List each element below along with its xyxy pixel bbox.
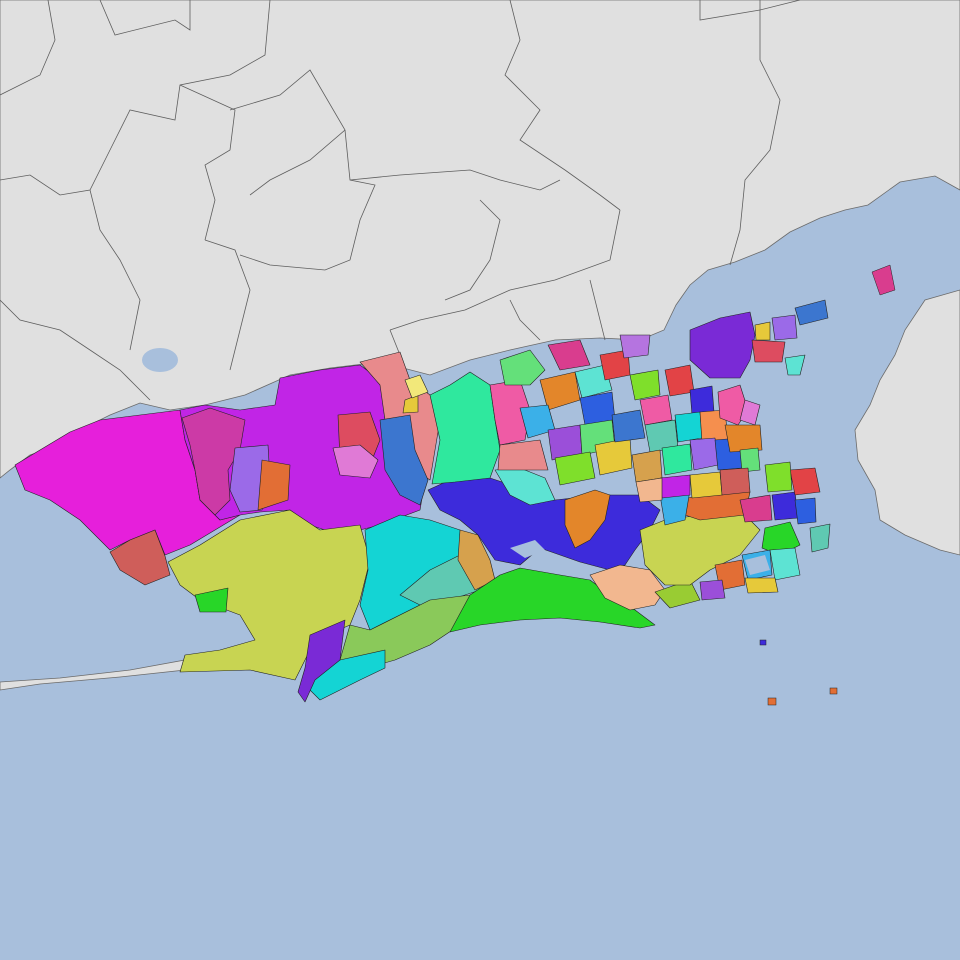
district[interactable] xyxy=(639,394,673,426)
east-mainland xyxy=(854,289,960,556)
district[interactable] xyxy=(794,299,829,326)
municipal-borders xyxy=(0,0,801,401)
district[interactable] xyxy=(359,351,441,481)
district[interactable] xyxy=(564,489,611,549)
district[interactable] xyxy=(332,444,379,479)
district[interactable] xyxy=(769,547,801,581)
district[interactable] xyxy=(719,467,751,496)
district[interactable] xyxy=(574,364,613,399)
district[interactable] xyxy=(724,424,763,453)
lagoon xyxy=(142,348,178,372)
district[interactable] xyxy=(631,449,663,483)
district[interactable] xyxy=(871,264,896,296)
district[interactable] xyxy=(635,477,663,503)
district[interactable] xyxy=(194,587,229,613)
district[interactable] xyxy=(639,509,761,586)
district[interactable] xyxy=(661,443,693,476)
district[interactable] xyxy=(659,474,691,499)
district[interactable] xyxy=(539,371,581,411)
district[interactable] xyxy=(257,459,291,511)
district[interactable] xyxy=(764,461,793,493)
district[interactable] xyxy=(789,467,821,496)
district[interactable] xyxy=(309,649,386,701)
district[interactable] xyxy=(689,311,756,379)
lagoon xyxy=(745,555,770,575)
district[interactable] xyxy=(449,567,656,633)
district[interactable] xyxy=(794,497,817,525)
district[interactable] xyxy=(739,399,761,426)
district[interactable] xyxy=(619,334,651,359)
district[interactable] xyxy=(829,687,838,695)
district[interactable] xyxy=(767,697,777,706)
district[interactable] xyxy=(771,314,798,341)
district[interactable] xyxy=(689,471,723,499)
district[interactable] xyxy=(629,369,661,401)
district[interactable] xyxy=(109,529,171,586)
district[interactable] xyxy=(554,451,596,486)
district[interactable] xyxy=(499,349,546,386)
district[interactable] xyxy=(771,491,799,521)
district[interactable] xyxy=(689,385,715,416)
district[interactable] xyxy=(547,339,591,371)
district[interactable] xyxy=(689,437,719,471)
city-districts[interactable] xyxy=(14,264,896,706)
district[interactable] xyxy=(497,439,549,471)
district[interactable] xyxy=(759,639,767,646)
district[interactable] xyxy=(744,577,779,594)
district[interactable] xyxy=(754,321,771,341)
district[interactable] xyxy=(674,411,703,443)
district[interactable] xyxy=(751,339,786,363)
district[interactable] xyxy=(739,494,773,523)
district[interactable] xyxy=(784,354,806,376)
district[interactable] xyxy=(809,523,831,553)
district[interactable] xyxy=(181,407,246,516)
district[interactable] xyxy=(611,409,646,443)
district[interactable] xyxy=(379,414,429,506)
district[interactable] xyxy=(739,447,761,473)
district[interactable] xyxy=(404,374,429,399)
district[interactable] xyxy=(699,579,726,601)
district[interactable] xyxy=(664,364,695,397)
district[interactable] xyxy=(297,619,346,703)
lagoon xyxy=(510,540,545,558)
